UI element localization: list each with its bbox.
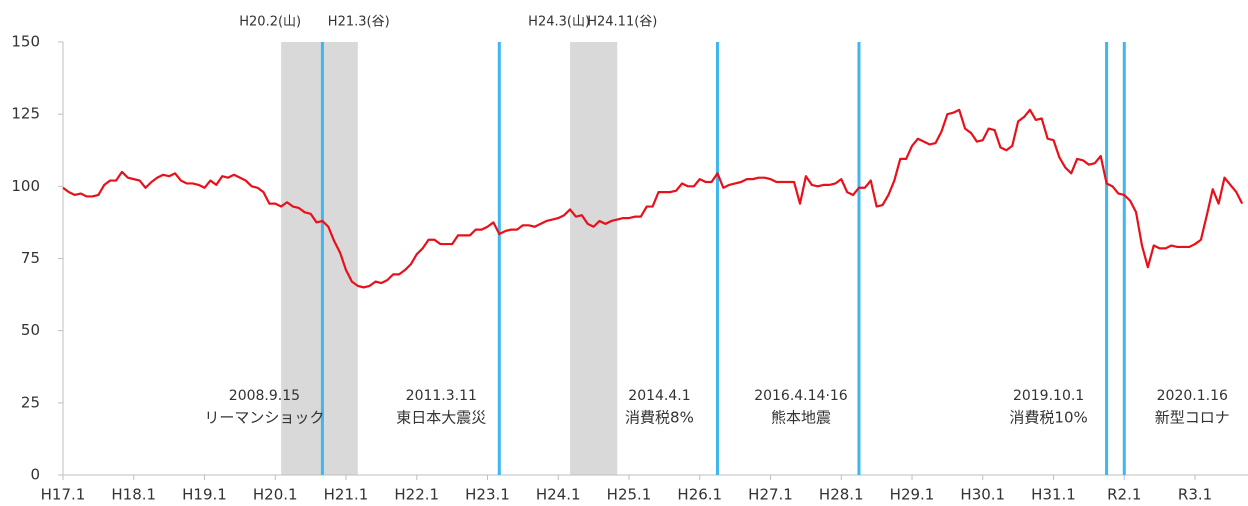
x-tick-label: H27.1 (748, 486, 793, 504)
event-label: 東日本大震災 (396, 409, 486, 427)
x-tick-label: R3.1 (1178, 486, 1212, 504)
data-line (62, 108, 1244, 289)
recession-end-label: H21.3(谷) (328, 15, 390, 30)
y-tick-label: 75 (21, 249, 40, 267)
x-tick-label: H20.1 (253, 486, 298, 504)
event-date: 2016.4.14·16 (754, 388, 848, 404)
event-date: 2014.4.1 (628, 388, 690, 404)
recession-start-label: H20.2(山) (239, 15, 301, 30)
y-tick-label: 100 (11, 177, 40, 195)
x-tick-label: H28.1 (819, 486, 864, 504)
recession-start-label: H24.3(山) (528, 15, 590, 30)
x-tick-label: H31.1 (1031, 486, 1076, 504)
recession-band (570, 42, 618, 475)
event-date: 2008.9.15 (229, 388, 300, 404)
y-tick-label: 50 (21, 321, 40, 339)
x-tick-label: H21.1 (324, 486, 369, 504)
y-tick-label: 0 (30, 466, 40, 484)
x-tick-label: H25.1 (607, 486, 652, 504)
x-tick-label: H22.1 (394, 486, 439, 504)
event-label: 熊本地震 (771, 409, 831, 427)
y-tick-label: 150 (11, 33, 40, 51)
event-date: 2019.10.1 (1013, 388, 1084, 404)
y-tick-label: 25 (21, 393, 40, 411)
y-tick-label: 125 (11, 105, 40, 123)
event-date: 2020.1.16 (1157, 388, 1228, 404)
x-tick-label: H17.1 (41, 486, 86, 504)
event-label: 新型コロナ (1155, 409, 1230, 427)
x-tick-label: H24.1 (536, 486, 581, 504)
event-date: 2011.3.11 (406, 388, 477, 404)
event-label: 消費税8% (625, 409, 694, 427)
recession-end-label: H24.11(谷) (587, 15, 657, 30)
x-tick-label: H23.1 (465, 486, 510, 504)
x-tick-label: H29.1 (890, 486, 935, 504)
x-tick-label: H19.1 (182, 486, 227, 504)
event-label: リーマンショック (204, 409, 324, 427)
recession-band (281, 42, 358, 475)
event-label: 消費税10% (1009, 409, 1087, 427)
x-tick-label: H26.1 (677, 486, 722, 504)
x-tick-label: H30.1 (960, 486, 1005, 504)
x-tick-label: H18.1 (111, 486, 156, 504)
x-tick-label: R2.1 (1107, 486, 1141, 504)
